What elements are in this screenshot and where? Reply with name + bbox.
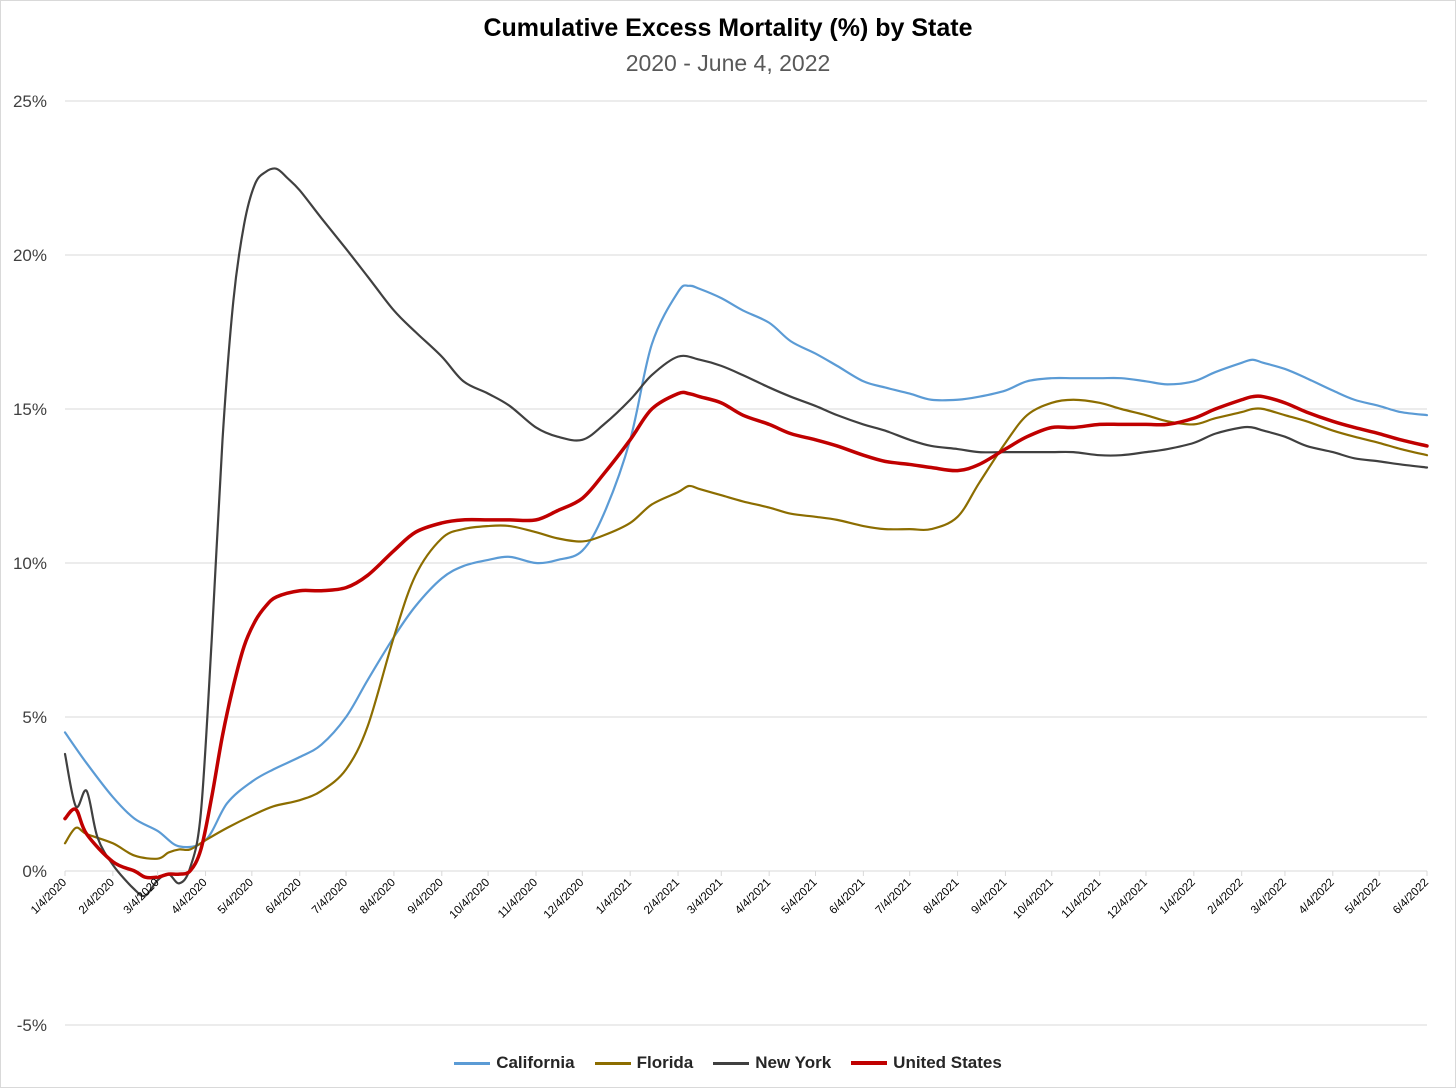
x-tick-label: 3/4/2021 — [685, 877, 725, 917]
legend-item-new-york: New York — [713, 1053, 831, 1073]
y-tick-label: 10% — [13, 554, 47, 573]
legend-item-florida: Florida — [594, 1053, 694, 1073]
x-tick-label: 2/4/2022 — [1206, 877, 1246, 917]
legend-swatch — [594, 1061, 631, 1065]
x-tick-label: 1/4/2020 — [29, 877, 69, 917]
x-tick-label: 11/4/2020 — [496, 877, 540, 921]
legend-label: United States — [893, 1053, 1002, 1072]
legend-swatch — [851, 1061, 888, 1065]
series-lines — [63, 167, 1429, 898]
legend-swatch — [454, 1061, 491, 1065]
x-tick-label: 10/4/2021 — [1011, 877, 1056, 922]
x-tick-label: 6/4/2021 — [827, 877, 867, 917]
x-tick-label: 7/4/2020 — [310, 877, 350, 917]
series-line-california — [63, 284, 1429, 849]
y-tick-label: 20% — [13, 246, 47, 265]
x-tick-label: 1/4/2021 — [594, 877, 634, 917]
x-tick-label: 2/4/2020 — [77, 877, 117, 917]
x-tick-label: 5/4/2021 — [779, 877, 819, 917]
x-tick-label: 7/4/2021 — [874, 877, 914, 917]
legend: California Florida New York United States — [0, 1051, 1456, 1075]
x-tick-label: 9/4/2020 — [406, 877, 446, 917]
y-tick-label: 5% — [22, 708, 47, 727]
x-tick-label: 5/4/2022 — [1343, 877, 1383, 917]
x-tick-label: 4/4/2021 — [733, 877, 773, 917]
x-tick-label: 1/4/2022 — [1158, 877, 1198, 917]
legend-label: Florida — [636, 1053, 694, 1072]
x-tick-label: 2/4/2021 — [642, 877, 682, 917]
legend-label: California — [496, 1053, 575, 1072]
legend-item-united-states: United States — [851, 1053, 1002, 1073]
gridlines — [65, 100, 1427, 1026]
x-tick-label: 8/4/2021 — [922, 877, 962, 917]
x-tick-label: 4/4/2022 — [1297, 877, 1337, 917]
x-tick-label: 3/4/2022 — [1249, 877, 1289, 917]
y-tick-label: -5% — [17, 1016, 47, 1035]
y-tick-label: 25% — [13, 92, 47, 111]
x-tick-label: 10/4/2020 — [448, 877, 493, 922]
y-axis-ticks: -5% 0% 5% 10% 15% 20% 25% — [13, 92, 47, 1035]
chart-title: Cumulative Excess Mortality (%) by State — [483, 14, 973, 42]
x-tick-label: 12/4/2021 — [1105, 877, 1150, 922]
legend-item-california: California — [454, 1053, 575, 1073]
x-tick-label: 6/4/2020 — [264, 877, 304, 917]
series-line-new-york — [63, 167, 1429, 898]
x-tick-label: 8/4/2020 — [358, 877, 398, 917]
legend-swatch — [713, 1061, 750, 1065]
x-tick-label: 9/4/2021 — [969, 877, 1009, 917]
chart-subtitle: 2020 - June 4, 2022 — [625, 50, 831, 76]
series-line-florida — [63, 398, 1429, 860]
x-axis-ticks: 1/4/2020 2/4/2020 3/4/2020 4/4/2020 5/4/2020… — [29, 871, 1431, 921]
y-tick-label: 15% — [13, 400, 47, 419]
x-tick-label: 6/4/2022 — [1391, 877, 1431, 917]
series-line-united-states — [63, 390, 1429, 880]
x-tick-label: 12/4/2020 — [542, 877, 587, 922]
y-tick-label: 0% — [22, 862, 47, 881]
x-tick-label: 11/4/2021 — [1060, 877, 1104, 921]
x-tick-label: 5/4/2020 — [216, 877, 256, 917]
legend-label: New York — [755, 1053, 832, 1072]
